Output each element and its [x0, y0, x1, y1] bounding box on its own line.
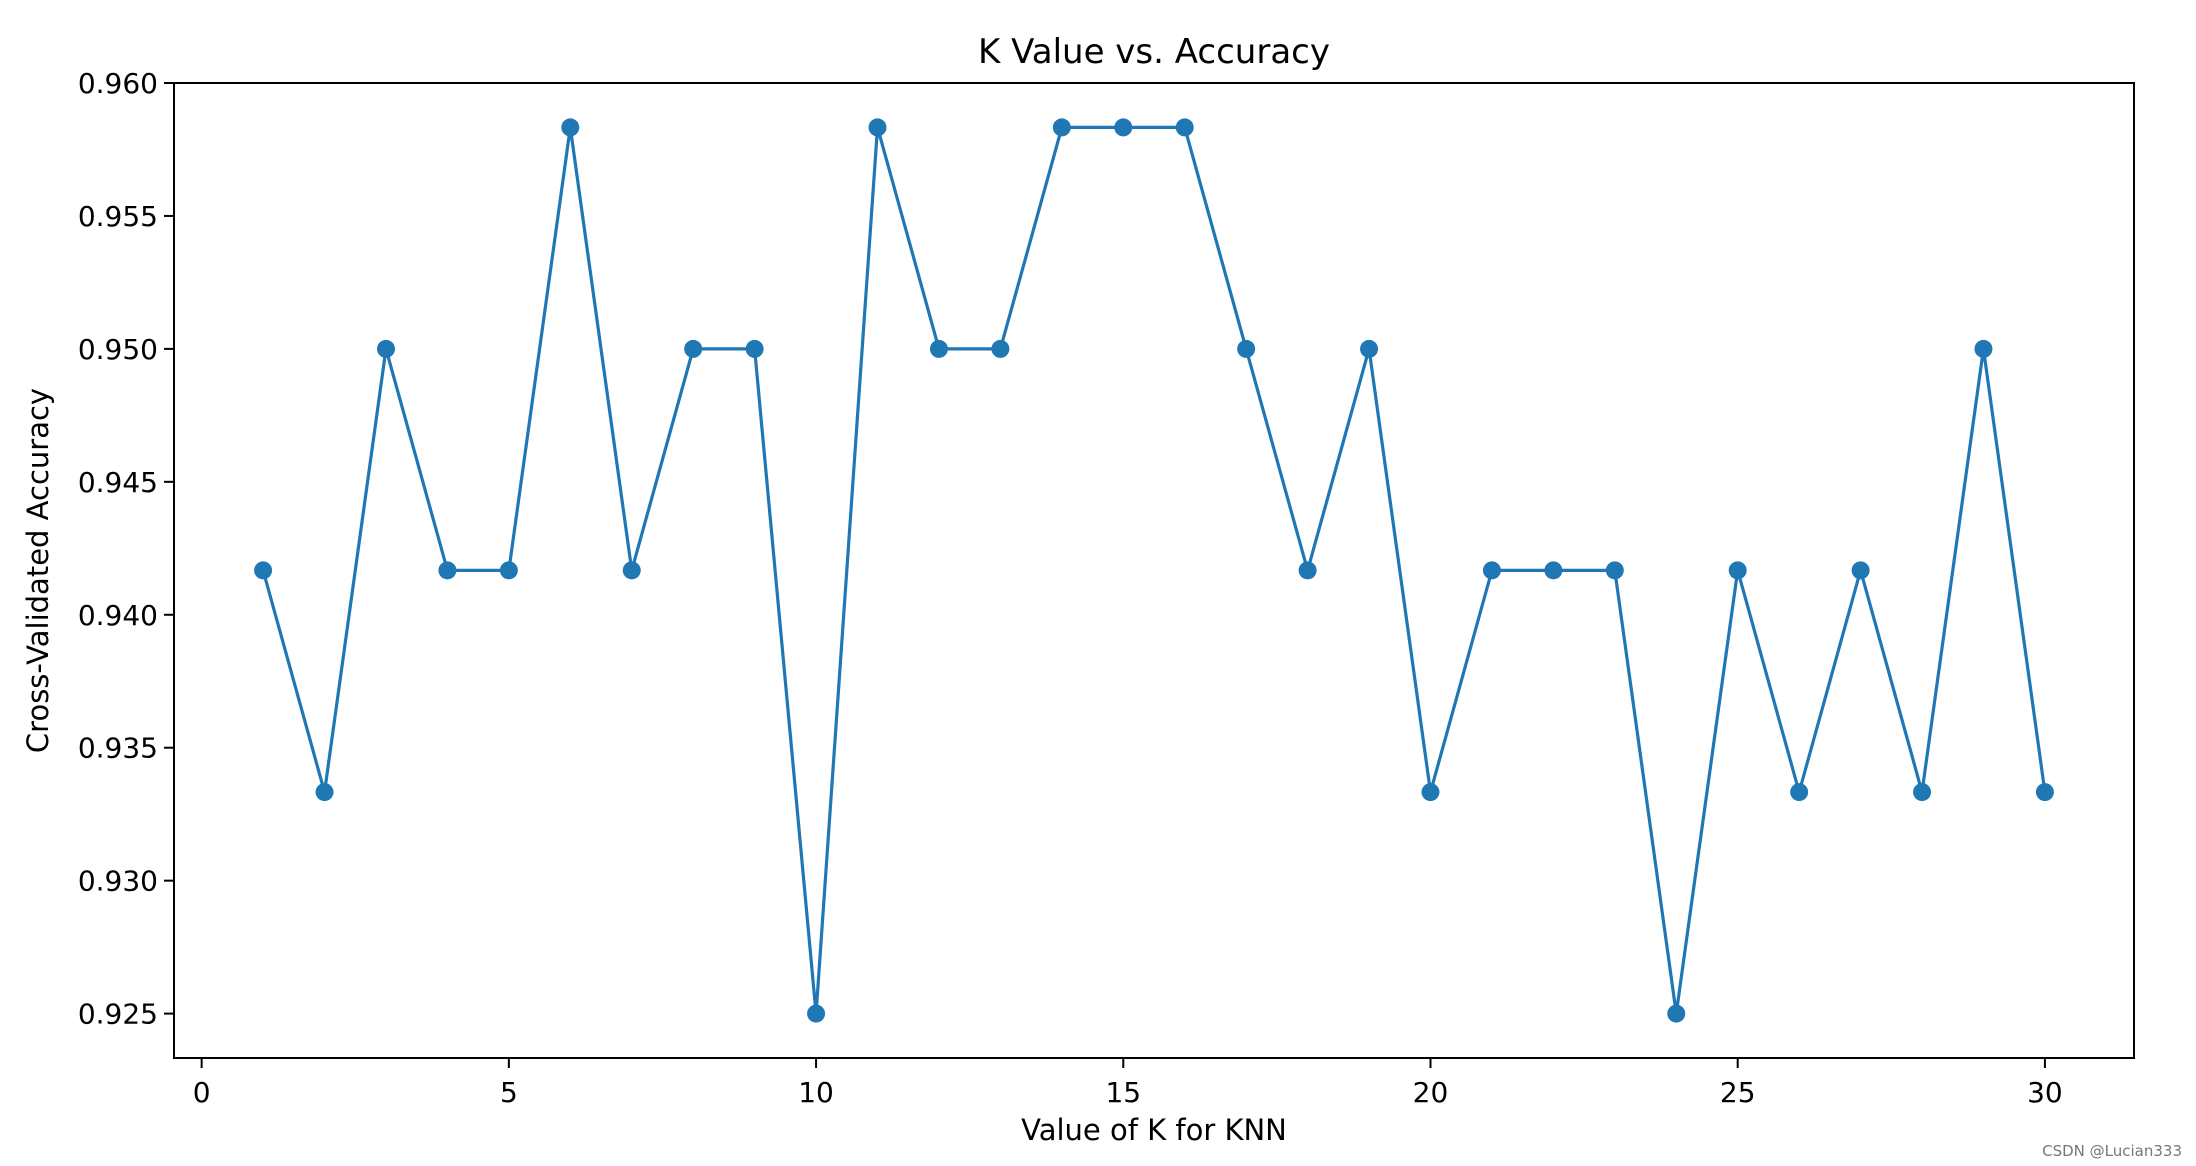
y-tick-label: 0.945 [78, 466, 158, 499]
data-point [254, 561, 273, 580]
y-tick-label: 0.925 [78, 998, 158, 1031]
data-point [1790, 783, 1809, 802]
x-axis-label: Value of K for KNN [1021, 1113, 1287, 1147]
data-point [684, 339, 703, 358]
y-tick-label: 0.955 [78, 200, 158, 233]
data-point [929, 339, 948, 358]
x-tick-label: 20 [1413, 1076, 1449, 1109]
data-point [1913, 783, 1932, 802]
data-point [1605, 561, 1624, 580]
data-point [1851, 561, 1870, 580]
y-tick-label: 0.950 [78, 333, 158, 366]
data-point [1421, 783, 1440, 802]
x-tick-label: 5 [500, 1076, 518, 1109]
chart-title: K Value vs. Accuracy [978, 32, 1330, 72]
data-point [1728, 561, 1747, 580]
y-tick-label: 0.940 [78, 599, 158, 632]
x-tick-label: 25 [1720, 1076, 1756, 1109]
data-point [1052, 118, 1071, 137]
series-layer [254, 118, 2054, 1023]
data-point [438, 561, 457, 580]
data-point [1360, 339, 1379, 358]
data-point [1544, 561, 1563, 580]
series-line [261, 125, 2047, 1016]
x-tick-label: 10 [798, 1076, 834, 1109]
data-point [1667, 1004, 1686, 1023]
data-point [2035, 783, 2054, 802]
data-point [561, 118, 580, 137]
data-point [1974, 339, 1993, 358]
y-tick-label: 0.960 [78, 67, 158, 100]
data-point [376, 339, 395, 358]
data-point [622, 561, 641, 580]
data-point [991, 339, 1010, 358]
data-point [1114, 118, 1133, 137]
data-point [1298, 561, 1317, 580]
x-tick-label: 0 [193, 1076, 211, 1109]
watermark-text: CSDN @Lucian333 [2042, 1142, 2182, 1160]
data-point [807, 1004, 826, 1023]
x-tick-label: 15 [1105, 1076, 1141, 1109]
y-tick-label: 0.935 [78, 732, 158, 765]
y-axis-ticks: 0.925 0.930 0.935 0.940 0.945 0.950 0.955 0.960 [78, 67, 174, 1031]
plot-frame [173, 82, 2135, 1059]
data-point [1237, 339, 1256, 358]
data-point [745, 339, 764, 358]
data-point [315, 783, 334, 802]
data-point [1175, 118, 1194, 137]
y-tick-label: 0.930 [78, 865, 158, 898]
data-point [1482, 561, 1501, 580]
data-point [499, 561, 518, 580]
y-axis-label: Cross-Validated Accuracy [21, 388, 55, 753]
x-axis-ticks: 0 5 10 15 20 25 30 [193, 1058, 2063, 1109]
data-point [868, 118, 887, 137]
x-tick-label: 30 [2027, 1076, 2063, 1109]
